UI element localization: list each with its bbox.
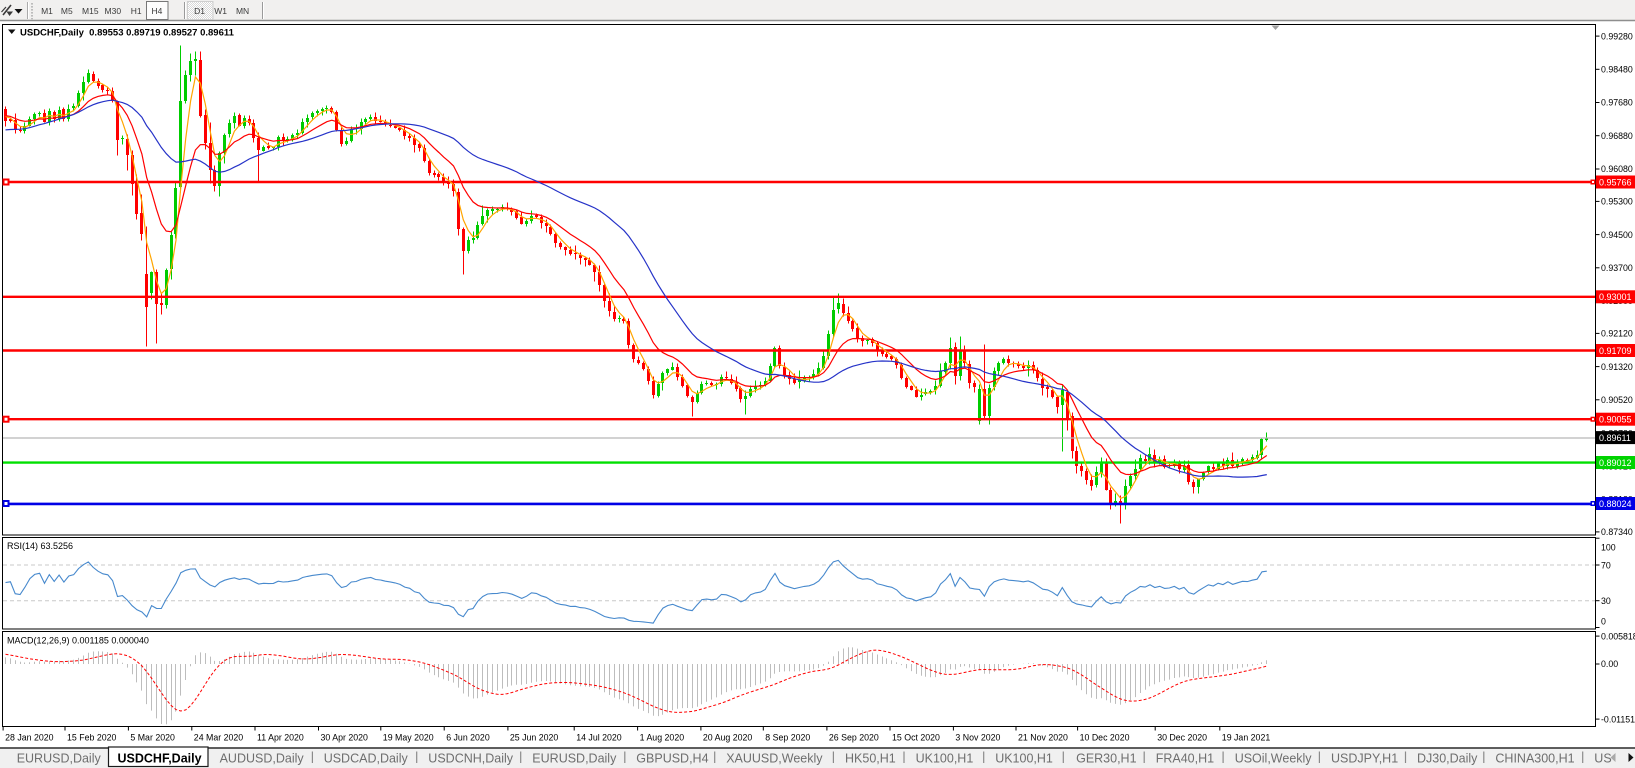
svg-text:0.90055: 0.90055	[1599, 415, 1632, 425]
svg-text:0.87340: 0.87340	[1601, 527, 1633, 537]
svg-text:EURUSD,Daily: EURUSD,Daily	[532, 752, 617, 766]
svg-text:5 Mar 2020: 5 Mar 2020	[130, 733, 175, 743]
svg-text:UK100,H1: UK100,H1	[916, 752, 974, 766]
svg-text:EURUSD,Daily: EURUSD,Daily	[17, 752, 102, 766]
svg-text:100: 100	[1601, 543, 1616, 553]
svg-text:70: 70	[1601, 560, 1611, 570]
svg-text:0.93001: 0.93001	[1599, 292, 1632, 302]
svg-text:3 Nov 2020: 3 Nov 2020	[955, 733, 1000, 743]
svg-text:8 Sep 2020: 8 Sep 2020	[765, 733, 810, 743]
svg-text:10 Dec 2020: 10 Dec 2020	[1080, 733, 1130, 743]
svg-text:USDJPY,H1: USDJPY,H1	[1331, 752, 1398, 766]
svg-text:15 Oct 2020: 15 Oct 2020	[892, 733, 940, 743]
svg-text:US: US	[1594, 752, 1611, 766]
svg-text:0.90520: 0.90520	[1601, 395, 1633, 405]
svg-text:0.93700: 0.93700	[1601, 263, 1633, 273]
svg-text:0.92120: 0.92120	[1601, 329, 1633, 339]
svg-text:21 Nov 2020: 21 Nov 2020	[1018, 733, 1068, 743]
svg-text:0.96080: 0.96080	[1601, 164, 1633, 174]
svg-text:-0.01151: -0.01151	[1601, 714, 1635, 724]
svg-text:M5: M5	[61, 6, 73, 16]
svg-text:0.00: 0.00	[1601, 659, 1618, 669]
svg-text:RSI(14) 63.5256: RSI(14) 63.5256	[7, 541, 73, 551]
svg-text:19 May 2020: 19 May 2020	[383, 733, 434, 743]
svg-text:USDCHF,Daily: USDCHF,Daily	[118, 752, 202, 766]
svg-text:0.91320: 0.91320	[1601, 362, 1633, 372]
svg-text:0: 0	[1601, 617, 1606, 627]
svg-text:0.95300: 0.95300	[1601, 197, 1633, 207]
svg-text:HK50,H1: HK50,H1	[845, 752, 896, 766]
svg-text:USDCNH,Daily: USDCNH,Daily	[428, 752, 513, 766]
svg-text:GER30,H1: GER30,H1	[1076, 752, 1136, 766]
svg-text:25 Jun 2020: 25 Jun 2020	[510, 733, 559, 743]
svg-text:UK100,H1: UK100,H1	[995, 752, 1053, 766]
svg-text:1 Aug 2020: 1 Aug 2020	[640, 733, 685, 743]
svg-text:USDCHF,Daily 0.89553 0.89719: USDCHF,Daily 0.89553 0.89719 0.89527 0.8…	[20, 28, 235, 39]
svg-text:CHINA300,H1: CHINA300,H1	[1495, 752, 1574, 766]
svg-text:0.98480: 0.98480	[1601, 65, 1633, 75]
svg-text:GBPUSD,H4: GBPUSD,H4	[636, 752, 708, 766]
svg-text:0.89012: 0.89012	[1599, 458, 1632, 468]
svg-text:MN: MN	[236, 6, 249, 16]
svg-text:19 Jan 2021: 19 Jan 2021	[1222, 733, 1271, 743]
svg-text:0.96880: 0.96880	[1601, 131, 1633, 141]
svg-text:0.91709: 0.91709	[1599, 346, 1632, 356]
svg-text:AUDUSD,Daily: AUDUSD,Daily	[220, 752, 305, 766]
svg-text:USDCAD,Daily: USDCAD,Daily	[324, 752, 409, 766]
svg-text:24 Mar 2020: 24 Mar 2020	[194, 733, 243, 743]
svg-text:MACD(12,26,9) 0.001185 0.00004: MACD(12,26,9) 0.001185 0.000040	[7, 636, 149, 646]
svg-text:M1: M1	[41, 6, 53, 16]
svg-text:M15: M15	[82, 6, 99, 16]
svg-text:30: 30	[1601, 596, 1611, 606]
svg-text:W1: W1	[214, 6, 227, 16]
svg-text:0.88024: 0.88024	[1599, 499, 1632, 509]
svg-text:0.89611: 0.89611	[1599, 433, 1631, 443]
svg-text:XAUUSD,Weekly: XAUUSD,Weekly	[726, 752, 823, 766]
svg-text:0.95766: 0.95766	[1599, 177, 1632, 187]
svg-text:6 Jun 2020: 6 Jun 2020	[446, 733, 490, 743]
svg-text:0.99280: 0.99280	[1601, 31, 1633, 41]
svg-text:DJ30,Daily: DJ30,Daily	[1417, 752, 1478, 766]
svg-text:0.94500: 0.94500	[1601, 230, 1633, 240]
svg-text:USOil,Weekly: USOil,Weekly	[1235, 752, 1313, 766]
svg-text:0.005818: 0.005818	[1601, 631, 1635, 641]
svg-text:FRA40,H1: FRA40,H1	[1156, 752, 1214, 766]
svg-text:11 Apr 2020: 11 Apr 2020	[257, 733, 304, 743]
svg-text:26 Sep 2020: 26 Sep 2020	[829, 733, 879, 743]
svg-text:H1: H1	[131, 6, 142, 16]
svg-text:15 Feb 2020: 15 Feb 2020	[67, 733, 117, 743]
svg-text:28 Jan 2020: 28 Jan 2020	[5, 733, 54, 743]
svg-text:14 Jul 2020: 14 Jul 2020	[576, 733, 622, 743]
svg-text:H4: H4	[151, 6, 162, 16]
svg-text:0.97680: 0.97680	[1601, 98, 1633, 108]
svg-text:30 Dec 2020: 30 Dec 2020	[1157, 733, 1207, 743]
svg-text:D1: D1	[194, 6, 205, 16]
svg-text:20 Aug 2020: 20 Aug 2020	[703, 733, 753, 743]
svg-text:M30: M30	[105, 6, 122, 16]
svg-text:30 Apr 2020: 30 Apr 2020	[321, 733, 369, 743]
